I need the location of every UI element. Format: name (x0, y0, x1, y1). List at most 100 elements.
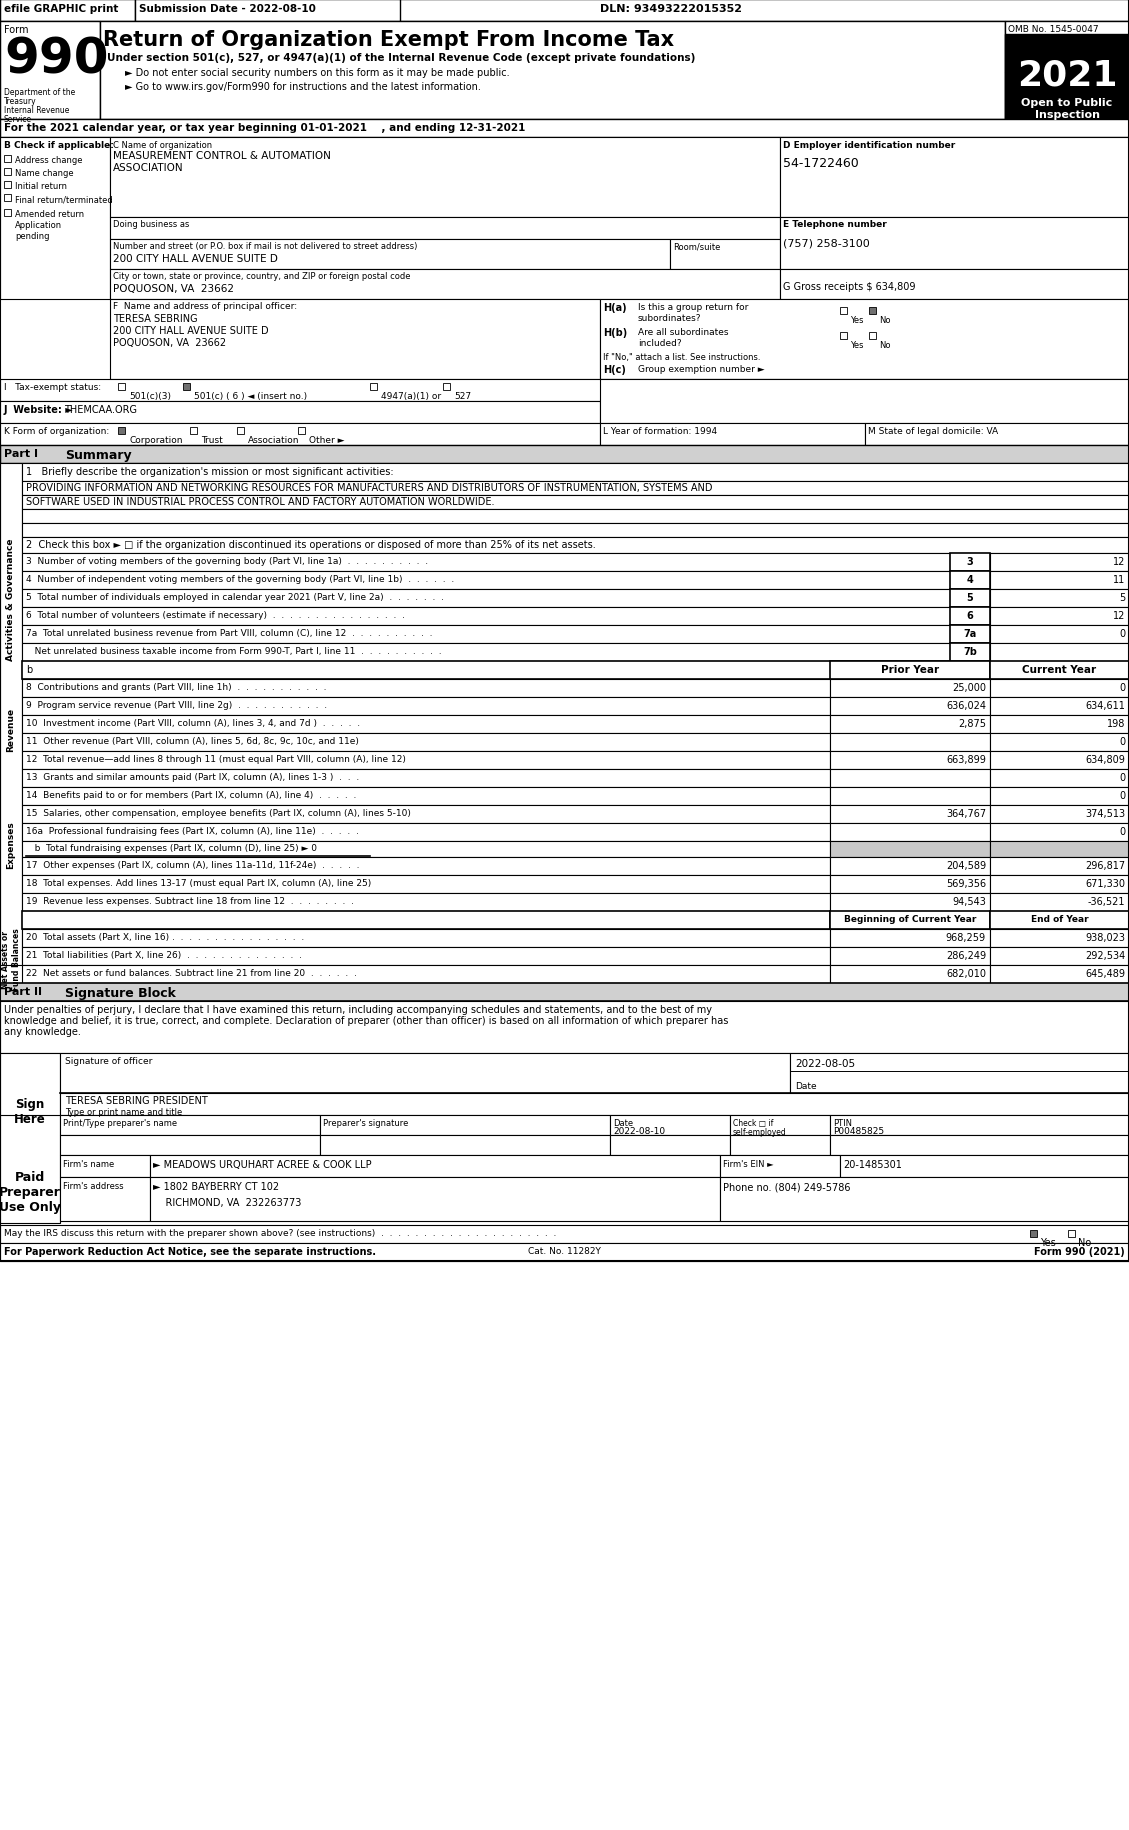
Text: Sign
Here: Sign Here (15, 1098, 46, 1125)
Text: 2021: 2021 (1017, 59, 1118, 92)
Text: 94,543: 94,543 (952, 897, 986, 906)
Bar (1030, 1230, 1038, 1237)
Text: 364,767: 364,767 (946, 809, 986, 818)
Text: Under penalties of perjury, I declare that I have examined this return, includin: Under penalties of perjury, I declare th… (5, 1005, 712, 1014)
Text: -36,521: -36,521 (1087, 897, 1124, 906)
Text: (757) 258-3100: (757) 258-3100 (784, 238, 869, 247)
Text: 0: 0 (1119, 683, 1124, 692)
Bar (21, 966, 830, 983)
Bar (830, 734, 990, 752)
Text: THEMCAA.ORG: THEMCAA.ORG (64, 404, 137, 415)
Bar (780, 218, 1129, 269)
Bar (990, 608, 1129, 626)
Text: Trust: Trust (201, 436, 222, 445)
Bar (21, 824, 830, 842)
Text: Treasury: Treasury (5, 97, 36, 106)
Text: 569,356: 569,356 (946, 878, 986, 889)
Bar (720, 1155, 840, 1177)
Text: 501(c) ( 6 ) ◄ (insert no.): 501(c) ( 6 ) ◄ (insert no.) (194, 392, 307, 401)
Text: POQUOSON, VA  23662: POQUOSON, VA 23662 (113, 339, 226, 348)
Bar (990, 948, 1129, 966)
Bar (21, 697, 830, 716)
Text: MEASUREMENT CONTROL & AUTOMATION
ASSOCIATION: MEASUREMENT CONTROL & AUTOMATION ASSOCIA… (113, 150, 331, 172)
Bar (1005, 73, 1129, 121)
Text: ► Do not enter social security numbers on this form as it may be made public.: ► Do not enter social security numbers o… (125, 68, 509, 79)
Bar (990, 893, 1129, 911)
Bar (990, 770, 1129, 787)
Text: 990: 990 (5, 35, 108, 82)
Bar (21, 679, 830, 697)
Bar (830, 824, 990, 842)
Text: Part II: Part II (5, 986, 42, 997)
Bar (21, 858, 830, 875)
Bar (830, 752, 990, 770)
Text: 938,023: 938,023 (1085, 933, 1124, 942)
Text: 11: 11 (1113, 575, 1124, 584)
Text: Net unrelated business taxable income from Form 990-T, Part I, line 11  .  .  . : Net unrelated business taxable income fr… (26, 646, 441, 655)
Text: 2  Check this box ► □ if the organization discontinued its operations or dispose: 2 Check this box ► □ if the organization… (26, 540, 596, 549)
Text: Under section 501(c), 527, or 4947(a)(1) of the Internal Revenue Code (except pr: Under section 501(c), 527, or 4947(a)(1)… (107, 53, 695, 62)
Text: 671,330: 671,330 (1085, 878, 1124, 889)
Bar (0, 447, 1129, 463)
Text: No: No (1078, 1237, 1092, 1248)
Bar (320, 1116, 610, 1135)
Bar (21, 523, 1129, 538)
Bar (110, 300, 599, 381)
Text: b  Total fundraising expenses (Part IX, column (D), line 25) ► 0: b Total fundraising expenses (Part IX, c… (26, 844, 317, 853)
Text: Service: Service (5, 115, 32, 124)
Text: b: b (26, 664, 33, 675)
Bar (110, 269, 780, 300)
Text: Amended return: Amended return (15, 210, 85, 220)
Bar (990, 626, 1129, 644)
Bar (0, 0, 135, 22)
Text: If "No," attach a list. See instructions.: If "No," attach a list. See instructions… (603, 353, 761, 362)
Text: 3: 3 (966, 556, 973, 567)
Text: Paid
Preparer
Use Only: Paid Preparer Use Only (0, 1171, 61, 1213)
Bar (990, 589, 1129, 608)
Text: 200 CITY HALL AVENUE SUITE D: 200 CITY HALL AVENUE SUITE D (113, 254, 278, 264)
Text: Firm's address: Firm's address (63, 1182, 123, 1190)
Text: L Year of formation: 1994: L Year of formation: 1994 (603, 426, 717, 436)
Text: pending: pending (15, 232, 50, 242)
Bar (60, 1177, 150, 1221)
Bar (1005, 35, 1129, 73)
Text: Preparer's signature: Preparer's signature (323, 1118, 409, 1127)
Text: 12  Total revenue—add lines 8 through 11 (must equal Part VIII, column (A), line: 12 Total revenue—add lines 8 through 11 … (26, 754, 405, 763)
Text: DLN: 93493222015352: DLN: 93493222015352 (599, 4, 742, 15)
Text: Form 990 (2021): Form 990 (2021) (1034, 1246, 1124, 1257)
Bar (21, 538, 1129, 554)
Text: ► MEADOWS URQUHART ACREE & COOK LLP: ► MEADOWS URQUHART ACREE & COOK LLP (154, 1160, 371, 1169)
Text: 5: 5 (966, 593, 973, 602)
Bar (0, 1054, 60, 1135)
Bar (949, 554, 990, 571)
Bar (990, 966, 1129, 983)
Text: Application: Application (15, 221, 62, 231)
Bar (840, 1155, 1129, 1177)
Text: 501(c)(3): 501(c)(3) (129, 392, 170, 401)
Text: Internal Revenue: Internal Revenue (5, 106, 69, 115)
Text: 292,534: 292,534 (1085, 950, 1124, 961)
Bar (990, 930, 1129, 948)
Bar (21, 770, 830, 787)
Text: 15  Salaries, other compensation, employee benefits (Part IX, column (A), lines : 15 Salaries, other compensation, employe… (26, 809, 411, 818)
Text: C Name of organization: C Name of organization (113, 141, 212, 150)
Text: No: No (879, 340, 891, 350)
Text: efile GRAPHIC print: efile GRAPHIC print (5, 4, 119, 15)
Bar (21, 626, 949, 644)
Text: self-employed: self-employed (733, 1127, 787, 1136)
Text: 18  Total expenses. Add lines 13-17 (must equal Part IX, column (A), line 25): 18 Total expenses. Add lines 13-17 (must… (26, 878, 371, 888)
Bar (150, 1177, 720, 1221)
Bar (869, 307, 876, 315)
Bar (0, 381, 1129, 403)
Bar (840, 307, 847, 315)
Bar (21, 608, 949, 626)
Text: 198: 198 (1106, 719, 1124, 728)
Text: TERESA SEBRING PRESIDENT: TERESA SEBRING PRESIDENT (65, 1096, 208, 1105)
Text: B Check if applicable:: B Check if applicable: (5, 141, 114, 150)
Text: Doing business as: Doing business as (113, 220, 190, 229)
Text: K Form of organization:: K Form of organization: (5, 426, 110, 436)
Bar (830, 893, 990, 911)
Text: 6  Total number of volunteers (estimate if necessary)  .  .  .  .  .  .  .  .  .: 6 Total number of volunteers (estimate i… (26, 611, 405, 620)
Text: Department of the: Department of the (5, 88, 76, 97)
Text: Form: Form (5, 26, 28, 35)
